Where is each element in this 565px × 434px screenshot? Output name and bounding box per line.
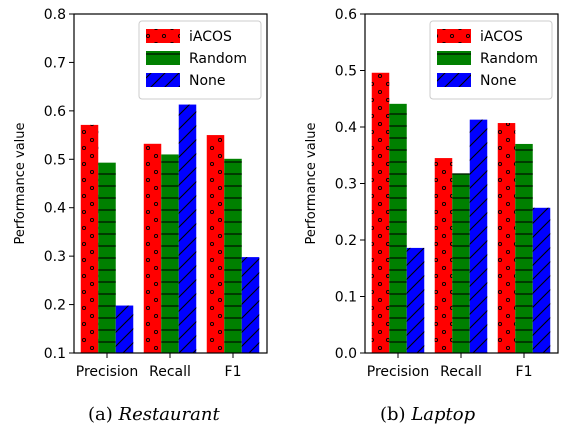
y-tick-label: 0.5 — [335, 64, 357, 80]
bar-hatch — [452, 173, 470, 353]
legend-swatch-hatch — [437, 51, 471, 65]
bar-hatch — [206, 135, 225, 353]
bar-hatch — [497, 123, 516, 353]
y-tick-label: 0.8 — [44, 7, 66, 23]
bar-hatch — [241, 257, 260, 353]
y-axis-label: Performance value — [304, 122, 319, 244]
legend-label: iACOS — [480, 29, 523, 45]
y-tick-label: 0.6 — [335, 7, 357, 23]
bar-hatch — [178, 104, 197, 353]
bar-hatch — [98, 162, 116, 353]
x-tick-label: Recall — [149, 364, 191, 380]
bar-hatch — [532, 207, 551, 353]
y-tick-label: 0.7 — [44, 55, 66, 71]
legend-label: Random — [189, 51, 247, 67]
legend-label: None — [480, 73, 517, 89]
y-tick-label: 0.4 — [335, 120, 357, 136]
y-tick-label: 0.2 — [44, 298, 66, 314]
caption-restaurant-name: Restaurant — [118, 404, 220, 425]
panel-restaurant: 0.1 0.2 0.3 0.4 0.5 0.6 0.7 0.8 Performance valu… — [13, 7, 268, 380]
y-tick-label: 0.1 — [44, 346, 66, 362]
caption-laptop: (b) Laptop — [380, 404, 475, 425]
y-tick-label: 0.0 — [335, 346, 357, 362]
legend-label: None — [189, 73, 226, 89]
bar-hatch — [80, 124, 99, 353]
bar-hatch — [515, 143, 533, 353]
caption-laptop-prefix: (b) — [380, 404, 406, 425]
y-tick-label: 0.3 — [44, 249, 66, 265]
x-tick-label: F1 — [516, 364, 533, 380]
x-tick-label: Recall — [440, 364, 482, 380]
bar-hatch — [406, 247, 425, 353]
bar-hatch — [371, 72, 390, 353]
y-tick-label: 0.2 — [335, 233, 357, 249]
y-tick-label: 0.3 — [335, 177, 357, 193]
bar-hatch — [143, 143, 162, 353]
x-tick-label: Precision — [76, 364, 138, 380]
legend-swatch-hatch — [146, 73, 180, 87]
panel-laptop: 0.0 0.1 0.2 0.3 0.4 0.5 0.6 Performance value Pr… — [304, 7, 559, 380]
axes-frame — [73, 13, 268, 354]
legend: iACOS Random None — [429, 20, 553, 100]
y-tick-label: 0.5 — [44, 152, 66, 168]
caption-restaurant: (a) Restaurant — [88, 404, 220, 425]
bar-hatch — [224, 158, 242, 353]
bar-hatch — [469, 119, 488, 353]
legend-label: Random — [480, 51, 538, 67]
bar-hatch — [434, 158, 453, 353]
y-tick-label: 0.4 — [44, 201, 66, 217]
x-tick-label: Precision — [367, 364, 429, 380]
y-tick-label: 0.6 — [44, 104, 66, 120]
legend-swatch-hatch — [146, 29, 180, 43]
bar-hatch — [161, 154, 179, 353]
x-tick-label: F1 — [225, 364, 242, 380]
caption-restaurant-prefix: (a) — [88, 404, 113, 425]
caption-laptop-name: Laptop — [411, 404, 476, 425]
bar-hatch — [115, 305, 134, 353]
bar-hatch — [389, 103, 407, 354]
y-tick-label: 0.1 — [335, 290, 357, 306]
legend-label: iACOS — [189, 29, 232, 45]
legend-swatch-hatch — [437, 73, 471, 87]
y-axis-label: Performance value — [13, 122, 28, 244]
axes-frame — [364, 13, 559, 354]
legend-swatch-hatch — [146, 51, 180, 65]
legend-swatch-hatch — [437, 29, 471, 43]
legend: iACOS Random None — [138, 20, 262, 100]
